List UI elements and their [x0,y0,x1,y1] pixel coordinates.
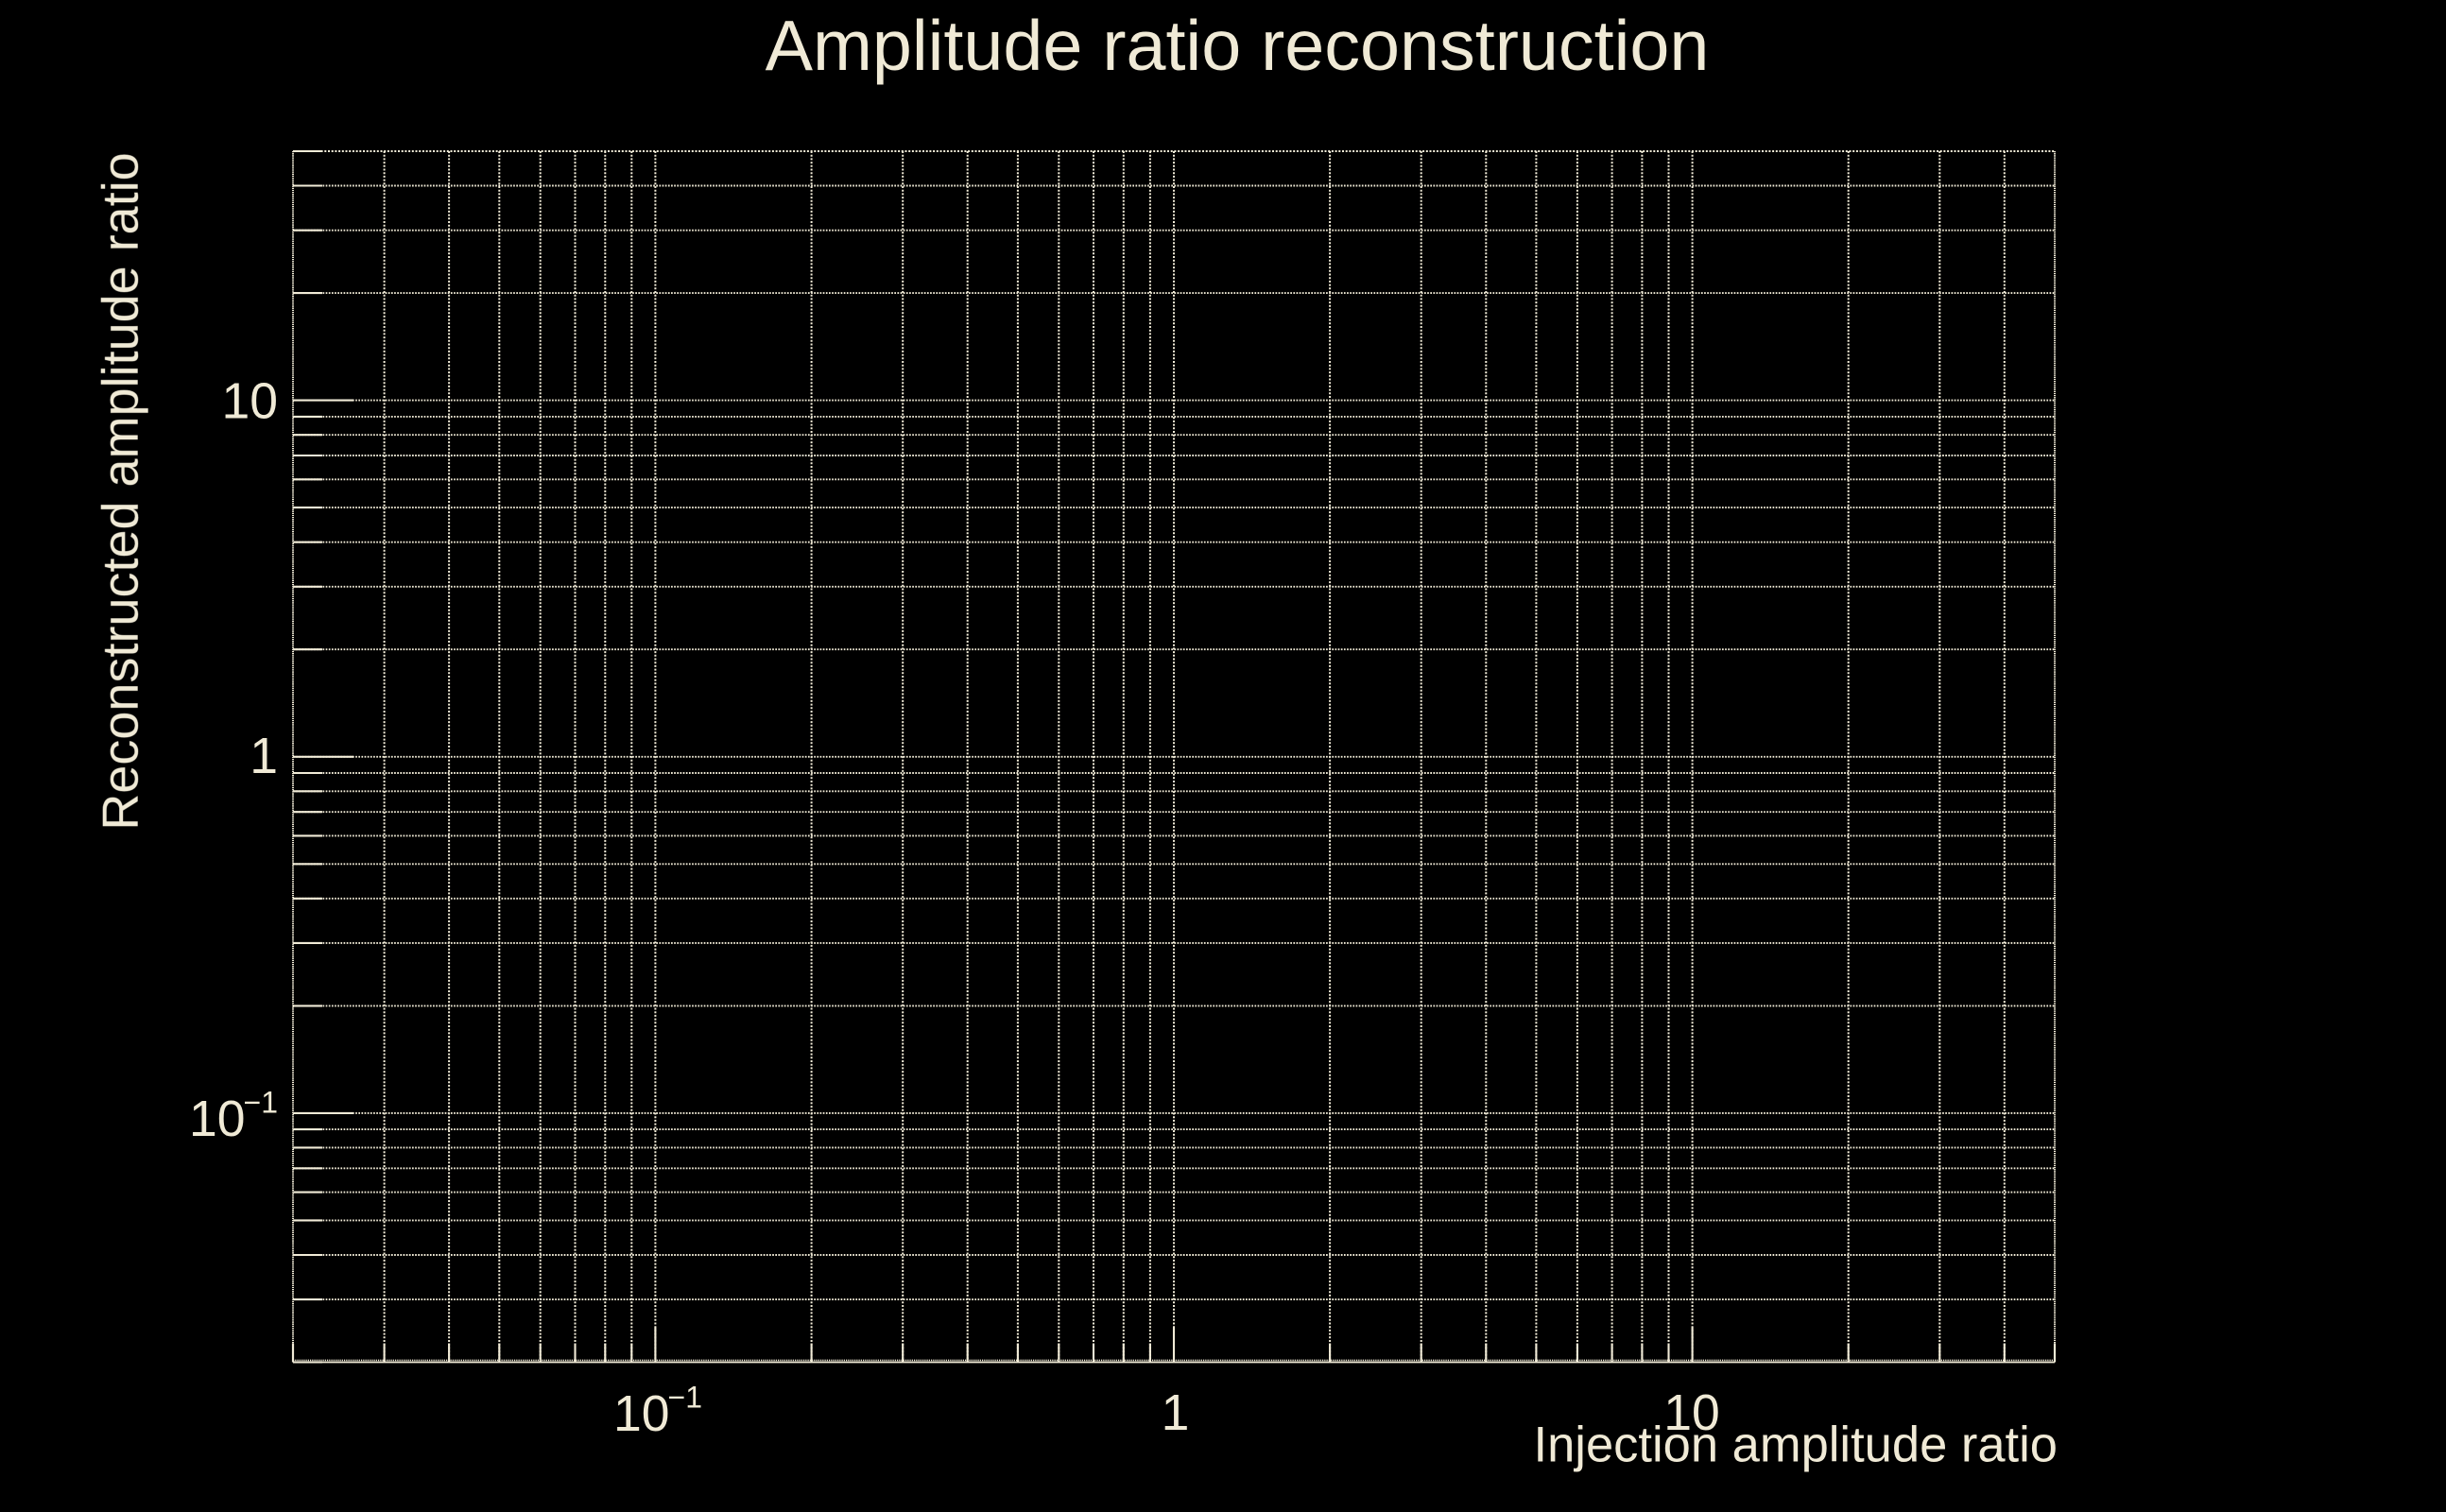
svg-text:1: 1 [1162,1385,1190,1441]
svg-text:Reconstructed amplitude ratio: Reconstructed amplitude ratio [93,152,149,830]
svg-text:Injection amplitude ratio: Injection amplitude ratio [1534,1418,2058,1473]
svg-text:10: 10 [1663,1385,1720,1441]
svg-text:Amplitude ratio reconstruction: Amplitude ratio reconstruction [766,6,1710,85]
svg-text:10: 10 [221,374,278,430]
svg-text:1: 1 [250,729,278,784]
